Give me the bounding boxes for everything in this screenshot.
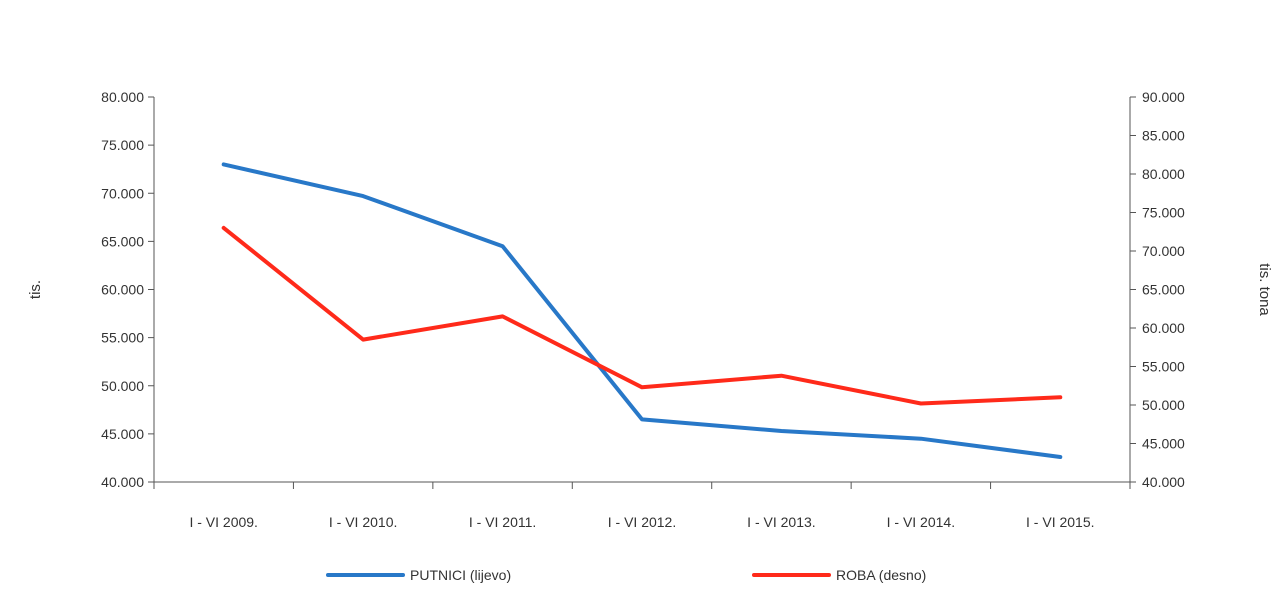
left-tick-label: 80.000 (101, 89, 144, 105)
right-y-axis: 40.000 45.000 50.000 55.000 60.000 65.000 70.0… (1129, 89, 1185, 490)
chart-frame: 40.000 45.000 50.000 55.000 60.000 65.000 70.0… (10, 10, 1276, 592)
left-tick-label: 50.000 (101, 378, 144, 394)
x-tick-label: I - VI 2009. (189, 514, 257, 530)
left-tick-label: 70.000 (101, 185, 144, 201)
right-tick-label: 90.000 (1142, 89, 1185, 105)
right-tick-label: 75.000 (1142, 205, 1185, 221)
legend: PUTNICI (lijevo) ROBA (desno) (326, 567, 926, 583)
x-tick-label: I - VI 2013. (747, 514, 815, 530)
left-tick-label: 40.000 (101, 474, 144, 490)
right-tick-label: 45.000 (1142, 436, 1185, 452)
right-tick-label: 85.000 (1142, 128, 1185, 144)
left-axis-title: tis. (27, 280, 44, 299)
x-tick-label: I - VI 2011. (469, 514, 536, 530)
right-tick-label: 65.000 (1142, 282, 1185, 298)
x-tick-label: I - VI 2014. (887, 514, 955, 530)
x-tick-label: I - VI 2012. (608, 514, 676, 530)
x-axis: I - VI 2009. I - VI 2010. I - VI 2011. I - … (153, 481, 1131, 530)
left-tick-label: 55.000 (101, 330, 144, 346)
series-layer (221, 162, 1063, 459)
left-y-axis: 40.000 45.000 50.000 55.000 60.000 65.000 70.0… (101, 89, 155, 490)
right-tick-label: 50.000 (1142, 397, 1185, 413)
left-tick-label: 65.000 (101, 233, 144, 249)
right-tick-label: 40.000 (1142, 474, 1185, 490)
right-tick-label: 80.000 (1142, 166, 1185, 182)
right-axis-title: tis. tona (1256, 263, 1273, 316)
right-tick-label: 70.000 (1142, 243, 1185, 259)
series-line-roba (221, 225, 1063, 406)
line-chart: 40.000 45.000 50.000 55.000 60.000 65.000 70.0… (27, 89, 1273, 583)
left-tick-label: 45.000 (101, 426, 144, 442)
series-line-putnici (221, 162, 1063, 459)
legend-label: PUTNICI (lijevo) (410, 567, 511, 583)
right-tick-label: 60.000 (1142, 320, 1185, 336)
right-tick-label: 55.000 (1142, 359, 1185, 375)
x-tick-label: I - VI 2015. (1026, 514, 1094, 530)
x-tick-label: I - VI 2010. (329, 514, 397, 530)
left-tick-label: 60.000 (101, 282, 144, 298)
left-tick-label: 75.000 (101, 137, 144, 153)
legend-label: ROBA (desno) (836, 567, 926, 583)
